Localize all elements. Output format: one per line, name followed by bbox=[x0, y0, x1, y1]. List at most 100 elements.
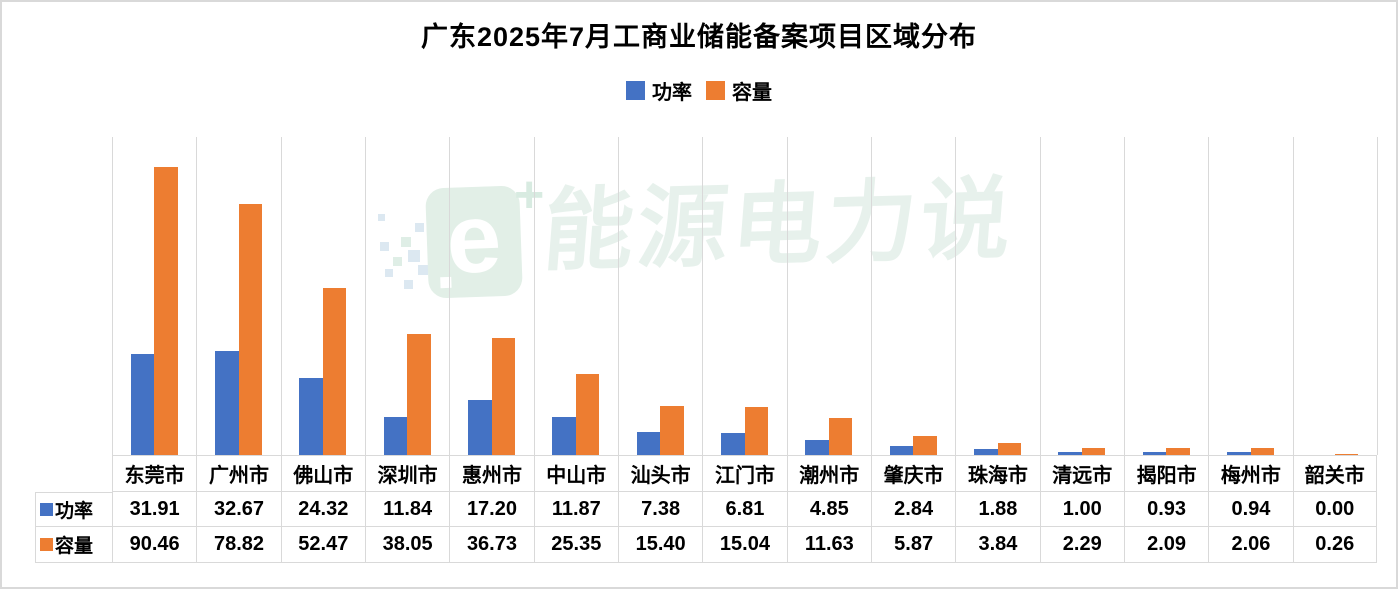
value-cell: 7.38 bbox=[617, 492, 703, 527]
value-cell: 38.05 bbox=[364, 527, 450, 563]
bar-容量-中山市 bbox=[575, 374, 600, 455]
bar-容量-佛山市 bbox=[322, 288, 347, 455]
category-label: 韶关市 bbox=[1292, 455, 1377, 492]
category-label: 肇庆市 bbox=[870, 455, 956, 492]
value-cell: 2.09 bbox=[1123, 527, 1209, 563]
bar-功率-梅州市 bbox=[1227, 452, 1251, 455]
series-name: 容量 bbox=[55, 536, 94, 557]
value-cell: 0.94 bbox=[1208, 492, 1293, 527]
value-cell: 6.81 bbox=[702, 492, 787, 527]
category-gridline bbox=[618, 137, 619, 455]
bar-容量-揭阳市 bbox=[1166, 448, 1190, 455]
category-gridline bbox=[786, 137, 788, 455]
value-cell: 25.35 bbox=[533, 527, 618, 563]
category-label: 惠州市 bbox=[449, 455, 534, 492]
bar-功率-广州市 bbox=[215, 351, 239, 455]
bar-容量-江门市 bbox=[744, 407, 768, 455]
bar-容量-珠海市 bbox=[997, 443, 1021, 455]
category-label: 珠海市 bbox=[955, 455, 1040, 492]
bar-容量-清远市 bbox=[1081, 448, 1106, 455]
chart-title: 广东2025年7月工商业储能备案项目区域分布 bbox=[420, 22, 978, 52]
value-cell: 4.85 bbox=[786, 492, 871, 527]
category-label: 广州市 bbox=[196, 455, 281, 492]
legend-swatch-capacity-icon bbox=[706, 81, 725, 100]
bar-容量-惠州市 bbox=[491, 338, 515, 455]
category-gridline bbox=[1039, 137, 1041, 455]
category-gridline bbox=[1292, 137, 1294, 455]
value-cell: 5.87 bbox=[870, 527, 956, 563]
bar-容量-梅州市 bbox=[1250, 448, 1274, 455]
bar-功率-清远市 bbox=[1058, 452, 1082, 455]
bar-功率-江门市 bbox=[721, 433, 745, 455]
category-gridline bbox=[449, 137, 451, 455]
bar-容量-韶关市 bbox=[1334, 454, 1359, 455]
series-row-label: 容量 bbox=[35, 527, 112, 563]
category-label: 汕头市 bbox=[617, 455, 703, 492]
value-cell: 52.47 bbox=[280, 527, 365, 563]
series-row-label: 功率 bbox=[35, 492, 112, 527]
value-cell: 2.06 bbox=[1208, 527, 1293, 563]
bar-功率-佛山市 bbox=[299, 378, 323, 455]
category-label: 梅州市 bbox=[1208, 455, 1293, 492]
bar-功率-汕头市 bbox=[636, 432, 661, 455]
category-gridline bbox=[702, 137, 704, 455]
value-cell: 3.84 bbox=[955, 527, 1040, 563]
value-cell: 36.73 bbox=[449, 527, 534, 563]
bar-功率-潮州市 bbox=[805, 440, 829, 455]
category-gridline bbox=[112, 137, 113, 455]
value-cell: 1.88 bbox=[955, 492, 1040, 527]
bar-容量-东莞市 bbox=[154, 167, 178, 455]
table-corner-cell bbox=[35, 455, 112, 492]
value-cell: 2.84 bbox=[870, 492, 956, 527]
value-cell: 0.26 bbox=[1292, 527, 1377, 563]
category-label: 深圳市 bbox=[364, 455, 450, 492]
bar-功率-珠海市 bbox=[974, 449, 998, 455]
category-label: 江门市 bbox=[702, 455, 787, 492]
bar-功率-东莞市 bbox=[130, 354, 155, 455]
bar-功率-深圳市 bbox=[383, 417, 408, 455]
value-cell: 0.93 bbox=[1123, 492, 1209, 527]
category-gridline bbox=[955, 137, 957, 455]
value-cell: 17.20 bbox=[449, 492, 534, 527]
chart-legend: 功率 容量 bbox=[2, 76, 1396, 105]
legend-label-capacity: 容量 bbox=[732, 82, 772, 104]
category-gridline bbox=[365, 137, 366, 455]
data-table: 东莞市 广州市 佛山市 深圳市 惠州市 中山市 汕头市 江门市 潮州市 肇庆市 珠海市 清远市 揭阳市梅… bbox=[35, 455, 1377, 563]
category-label: 清远市 bbox=[1039, 455, 1124, 492]
value-cell: 15.04 bbox=[702, 527, 787, 563]
table-legend-key-icon bbox=[40, 538, 53, 551]
value-cell: 90.46 bbox=[112, 527, 197, 563]
bar-容量-肇庆市 bbox=[913, 436, 937, 455]
bar-容量-汕头市 bbox=[660, 406, 684, 455]
value-cell: 24.32 bbox=[280, 492, 365, 527]
legend-swatch-power-icon bbox=[626, 81, 645, 100]
category-label: 揭阳市 bbox=[1123, 455, 1209, 492]
value-cell: 78.82 bbox=[196, 527, 281, 563]
value-cell: 2.29 bbox=[1039, 527, 1124, 563]
category-gridline bbox=[1124, 137, 1125, 455]
category-gridline bbox=[280, 137, 282, 455]
bar-功率-揭阳市 bbox=[1142, 452, 1167, 455]
value-cell: 11.84 bbox=[364, 492, 450, 527]
value-cell: 31.91 bbox=[112, 492, 197, 527]
series-name: 功率 bbox=[55, 501, 94, 522]
category-gridline bbox=[871, 137, 872, 455]
value-cell: 11.63 bbox=[786, 527, 871, 563]
category-gridline bbox=[533, 137, 535, 455]
category-label: 潮州市 bbox=[786, 455, 871, 492]
value-cell: 0.00 bbox=[1292, 492, 1377, 527]
category-gridline bbox=[1208, 137, 1210, 455]
value-cell: 32.67 bbox=[196, 492, 281, 527]
legend-item-power: 功率 bbox=[626, 76, 692, 105]
category-label: 中山市 bbox=[533, 455, 618, 492]
category-gridline bbox=[1377, 137, 1378, 455]
bar-容量-深圳市 bbox=[407, 334, 431, 455]
value-cell: 11.87 bbox=[533, 492, 618, 527]
bar-容量-潮州市 bbox=[828, 418, 853, 455]
plot-area bbox=[112, 137, 1378, 455]
table-legend-key-icon bbox=[40, 503, 53, 516]
bar-功率-肇庆市 bbox=[889, 446, 914, 455]
category-label: 东莞市 bbox=[112, 455, 197, 492]
value-cell: 1.00 bbox=[1039, 492, 1124, 527]
